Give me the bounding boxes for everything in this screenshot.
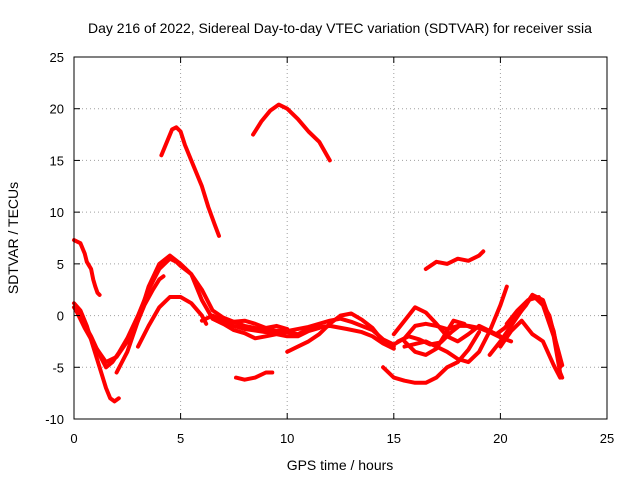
series-line-s13 [402, 284, 509, 365]
tick-labels: 0 5 10 15 20 25 -10 -5 0 5 10 15 20 25 [45, 50, 614, 446]
series-line-s2 [72, 301, 121, 404]
y-tick-label: 15 [50, 153, 64, 168]
series-line-s5 [114, 274, 166, 375]
series-line-s9 [285, 311, 396, 354]
y-tick-label: -10 [45, 412, 64, 427]
chart-title: Day 216 of 2022, Sidereal Day-to-day VTE… [88, 20, 592, 36]
series-line-s6 [136, 295, 209, 349]
series-line-s1 [72, 238, 102, 297]
plot-frame [73, 56, 608, 420]
x-tick-label: 15 [387, 431, 401, 446]
x-tick-label: 25 [600, 431, 614, 446]
x-tick-label: 10 [280, 431, 294, 446]
y-tick-label: 25 [50, 50, 64, 65]
tick-marks [73, 56, 608, 420]
y-tick-label: -5 [52, 360, 64, 375]
grid [74, 57, 607, 419]
series-line-s4 [74, 253, 290, 365]
series-line-s21 [234, 370, 275, 382]
y-tick-label: 20 [50, 102, 64, 117]
series-line-s16 [487, 292, 565, 380]
series-layer [72, 102, 565, 404]
series-line-s20 [251, 102, 332, 163]
y-tick-label: 10 [50, 205, 64, 220]
series-line-s11 [396, 321, 475, 347]
series-line-s14 [381, 330, 482, 385]
x-tick-label: 5 [177, 431, 184, 446]
series-line-s22 [423, 249, 486, 271]
y-tick-label: 5 [57, 257, 64, 272]
x-tick-label: 0 [70, 431, 77, 446]
x-axis-label: GPS time / hours [287, 457, 394, 473]
y-tick-label: 0 [57, 309, 64, 324]
series-line-s19 [159, 125, 221, 238]
y-axis-label: SDTVAR / TECUs [5, 182, 21, 294]
series-line-s8 [210, 316, 322, 341]
x-tick-label: 20 [493, 431, 507, 446]
series-line-s18 [504, 295, 565, 368]
series-line-s17 [498, 318, 563, 380]
